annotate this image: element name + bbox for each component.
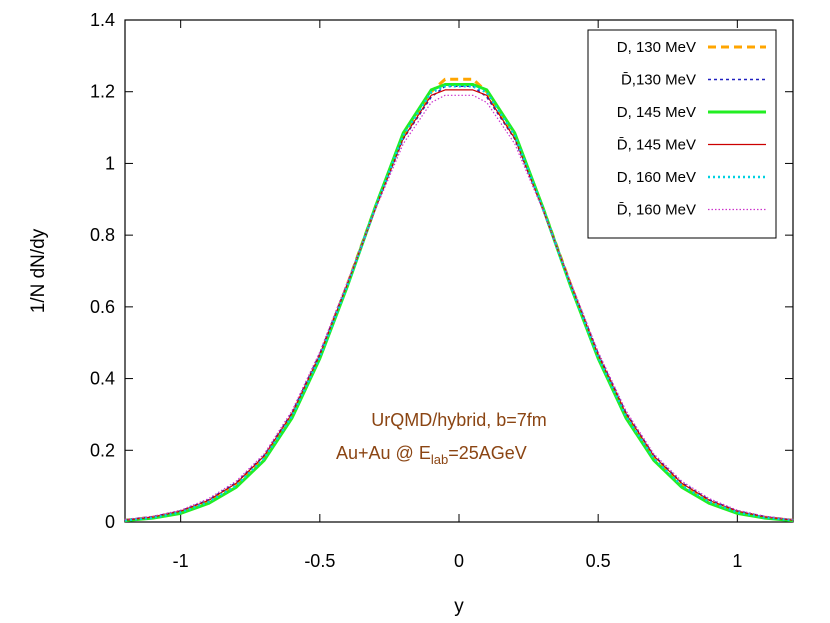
series-line [124,85,794,522]
legend-label: D, 145 MeV [617,104,696,121]
series-line [124,83,794,523]
x-tick-label: -0.5 [304,551,335,571]
axis-ticks: -1 -0.5 0 0.5 1 0 0.2 0.4 0.6 0.8 1 1.2 1.4 [90,10,793,571]
annotation-line-2: Au+Au @ Elab=25AGeV [336,443,527,467]
x-tick-label: -1 [173,551,189,571]
y-tick-label: 1.2 [90,82,115,102]
legend-label: D, 160 MeV [617,169,696,186]
series-line [124,89,794,521]
y-tick-label: 0.4 [90,369,115,389]
annotation-line-1: UrQMD/hybrid, b=7fm [371,410,547,430]
legend-label: D, 130 MeV [617,39,696,56]
annotation-line-2-a: Au+Au @ E [336,443,431,463]
legend-label: D̄, 145 MeV [617,137,696,154]
y-tick-label: 1.4 [90,10,115,30]
y-tick-label: 0.6 [90,297,115,317]
legend-label: D̄, 160 MeV [617,202,696,219]
y-tick-label: 0.2 [90,440,115,460]
x-tick-label: 1 [732,551,742,571]
y-tick-label: 0.8 [90,225,115,245]
y-tick-label: 1 [105,153,115,173]
legend-box [587,29,777,239]
x-tick-label: 0.5 [586,551,611,571]
series-line [124,94,794,521]
legend: D, 130 MeV D̄,130 MeV D, 145 MeV D̄, 145 Me… [587,29,777,239]
annotation-line-2-b: =25AGeV [448,443,527,463]
x-tick-label: 0 [454,551,464,571]
y-axis-title: 1/N dN/dy [28,228,49,313]
annotation: UrQMD/hybrid, b=7fm Au+Au @ Elab=25AGeV [336,410,547,467]
y-tick-label: 0 [105,512,115,532]
legend-label: D̄,130 MeV [621,72,696,89]
series-layer [124,77,794,523]
x-axis-title: y [454,596,464,617]
annotation-subscript: lab [431,452,448,467]
